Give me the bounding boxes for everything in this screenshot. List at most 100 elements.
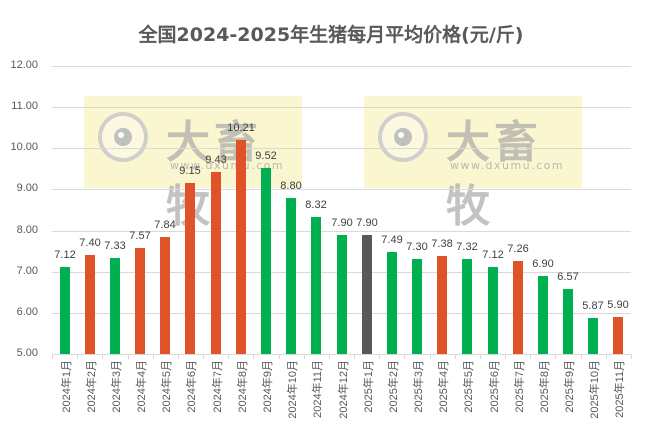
data-label: 9.43 [205,154,227,166]
eye-logo-icon [98,112,148,162]
x-tick-mark [77,354,78,359]
x-tick-mark [128,354,129,359]
bar [337,235,347,354]
x-tick-mark [505,354,506,359]
data-label: 7.84 [154,219,176,231]
x-tick-mark [379,354,380,359]
data-label: 7.40 [79,237,101,249]
x-tick-label: 2025年11月 [614,360,626,418]
x-tick-mark [203,354,204,359]
data-label: 7.30 [406,241,428,253]
data-label: 7.33 [104,240,126,252]
data-label: 9.52 [255,150,277,162]
data-label: 7.57 [129,230,151,242]
x-tick-label: 2024年7月 [212,360,224,413]
bar [261,168,271,354]
x-tick-label: 2025年5月 [463,360,475,413]
x-tick-label: 2025年1月 [363,360,375,413]
x-tick-mark [555,354,556,359]
x-tick-mark [304,354,305,359]
x-tick-label: 2024年8月 [237,360,249,413]
y-tick-label: 10.00 [10,141,38,154]
x-tick-mark [530,354,531,359]
y-tick-label: 5.00 [16,347,38,359]
data-label: 10.21 [227,122,255,134]
x-tick-label: 2024年10月 [287,360,299,419]
bar [538,276,548,354]
x-tick-label: 2025年9月 [564,360,576,413]
bar [613,317,623,354]
bar [311,217,321,354]
bar [362,235,372,354]
x-tick-mark [102,354,103,359]
x-tick-mark [455,354,456,359]
gridline [52,231,631,232]
watermark-url: www.dxumu.com [450,159,565,172]
data-label: 8.80 [280,180,302,192]
data-label: 7.12 [482,249,504,261]
watermark-url: www.dxumu.com [170,159,285,172]
bar [412,259,422,354]
bar [563,289,573,354]
bar [110,258,120,354]
x-tick-label: 2024年9月 [262,360,274,413]
data-label: 7.12 [54,249,76,261]
y-tick-label: 8.00 [16,223,38,236]
bar [488,267,498,354]
bar [513,261,523,354]
x-tick-mark [52,354,53,359]
x-tick-mark [228,354,229,359]
x-tick-mark [178,354,179,359]
x-tick-mark [480,354,481,359]
x-tick-label: 2025年10月 [589,360,601,419]
data-label: 7.90 [331,217,353,229]
x-tick-mark [253,354,254,359]
data-label: 5.90 [607,299,629,311]
gridline [52,107,631,108]
x-tick-label: 2024年11月 [312,360,324,418]
data-label: 7.90 [356,217,378,229]
data-label: 7.38 [431,238,453,250]
x-tick-mark [430,354,431,359]
x-tick-mark [329,354,330,359]
bar [236,140,246,354]
x-tick-label: 2024年4月 [136,360,148,413]
x-tick-label: 2024年2月 [86,360,98,413]
x-tick-label: 2024年12月 [338,360,350,419]
x-tick-label: 2024年3月 [111,360,123,413]
bar [135,248,145,354]
bar [85,255,95,354]
data-label: 9.15 [179,165,201,177]
y-tick-label: 11.00 [11,100,38,113]
bar [462,259,472,354]
data-label: 6.90 [532,258,554,270]
chart-title: 全国2024-2025年生猪每月平均价格(元/斤) [138,24,524,46]
gridline [52,66,631,67]
x-tick-label: 2025年4月 [438,360,450,413]
data-label: 7.49 [381,234,403,246]
x-tick-label: 2025年8月 [539,360,551,413]
bar [211,172,221,354]
data-label: 7.26 [507,243,529,255]
x-tick-label: 2025年6月 [489,360,501,413]
x-tick-mark [153,354,154,359]
gridline [52,189,631,190]
bar [387,252,397,354]
data-label: 6.57 [557,271,579,283]
x-tick-mark [404,354,405,359]
y-tick-label: 7.00 [16,264,38,277]
x-tick-label: 2025年2月 [388,360,400,413]
y-tick-label: 9.00 [16,182,38,195]
x-tick-label: 2024年1月 [61,360,73,413]
x-tick-mark [354,354,355,359]
data-label: 8.32 [305,199,327,211]
data-label: 7.32 [456,241,478,253]
x-axis-line [52,354,631,355]
gridline [52,148,631,149]
eye-logo-icon [378,112,428,162]
x-tick-label: 2025年3月 [413,360,425,413]
x-tick-mark [606,354,607,359]
x-tick-label: 2024年6月 [186,360,198,413]
x-tick-label: 2025年7月 [514,360,526,413]
x-tick-mark [631,354,632,359]
